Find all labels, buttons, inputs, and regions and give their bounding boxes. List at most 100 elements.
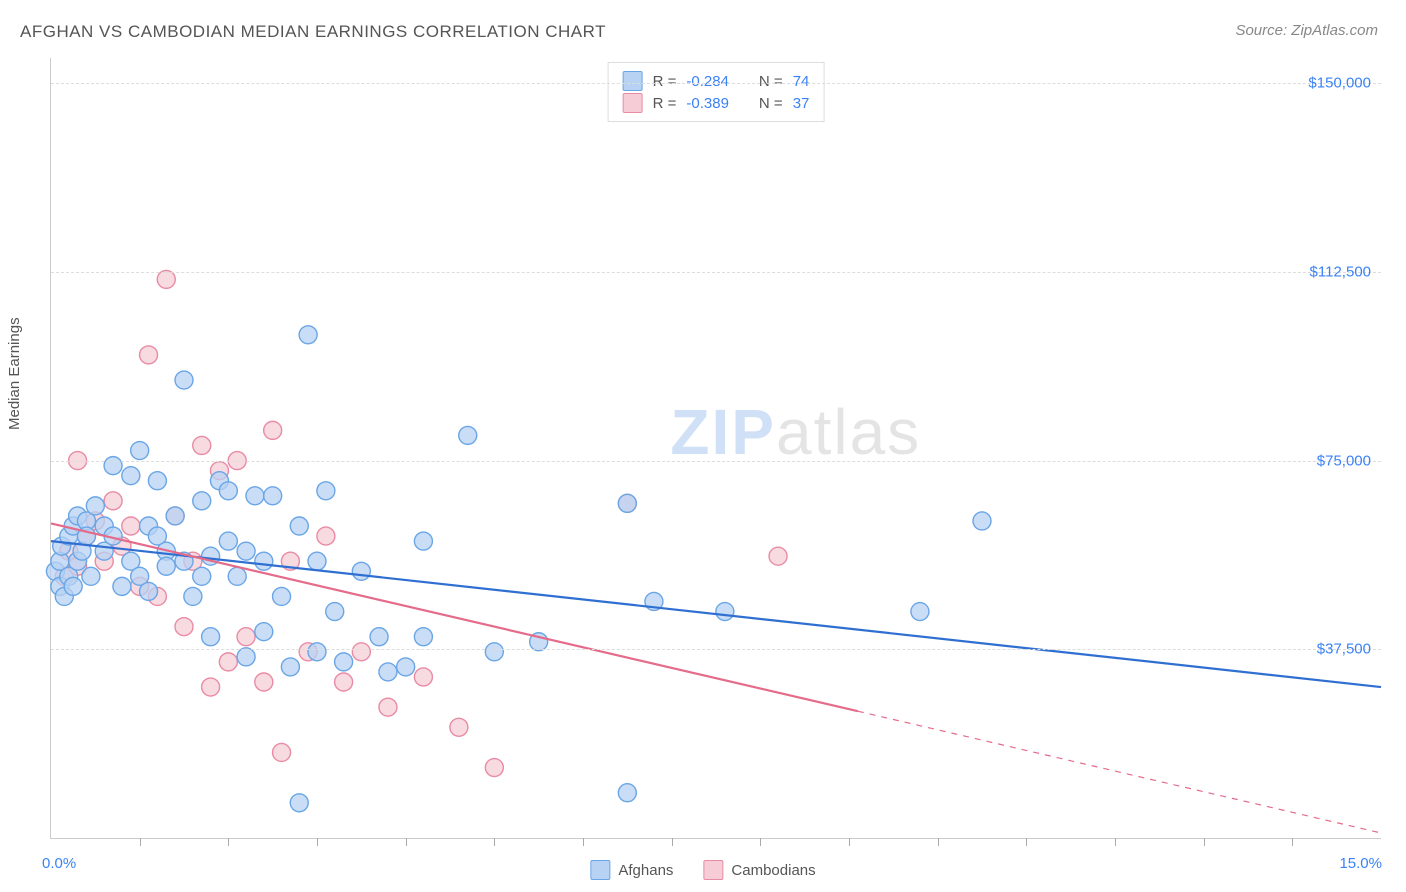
x-tick (1026, 838, 1027, 846)
data-point (308, 552, 326, 570)
data-point (157, 557, 175, 575)
data-point (326, 603, 344, 621)
swatch-cambodians-icon (703, 860, 723, 880)
data-point (166, 507, 184, 525)
legend-label-afghans: Afghans (618, 862, 673, 879)
data-point (246, 487, 264, 505)
data-point (618, 784, 636, 802)
x-tick (583, 838, 584, 846)
data-point (193, 567, 211, 585)
data-point (264, 487, 282, 505)
gridline (51, 461, 1381, 462)
data-point (113, 577, 131, 595)
gridline (51, 649, 1381, 650)
data-point (175, 371, 193, 389)
data-point (202, 628, 220, 646)
legend-label-cambodians: Cambodians (731, 862, 815, 879)
data-point (228, 567, 246, 585)
data-point (308, 643, 326, 661)
data-point (122, 467, 140, 485)
data-point (202, 678, 220, 696)
data-point (485, 643, 503, 661)
data-point (299, 326, 317, 344)
y-axis-label: Median Earnings (6, 317, 23, 430)
data-point (335, 653, 353, 671)
gridline (51, 272, 1381, 273)
x-tick (1204, 838, 1205, 846)
data-point (414, 628, 432, 646)
series-legend: Afghans Cambodians (590, 860, 815, 880)
y-tick-label: $37,500 (1317, 641, 1371, 658)
data-point (911, 603, 929, 621)
data-point (370, 628, 388, 646)
data-point (352, 643, 370, 661)
x-tick (1292, 838, 1293, 846)
data-point (237, 628, 255, 646)
data-point (352, 562, 370, 580)
data-point (414, 668, 432, 686)
data-point (450, 718, 468, 736)
legend-item-cambodians: Cambodians (703, 860, 815, 880)
data-point (459, 426, 477, 444)
data-point (335, 673, 353, 691)
data-point (397, 658, 415, 676)
data-point (140, 346, 158, 364)
data-point (82, 567, 100, 585)
data-point (219, 532, 237, 550)
data-point (104, 492, 122, 510)
y-tick-label: $75,000 (1317, 452, 1371, 469)
data-point (148, 472, 166, 490)
data-point (237, 648, 255, 666)
trend-line-dashed (858, 711, 1381, 833)
data-point (290, 794, 308, 812)
data-point (264, 421, 282, 439)
data-point (255, 623, 273, 641)
plot-svg (51, 58, 1381, 838)
x-tick (672, 838, 673, 846)
data-point (219, 653, 237, 671)
data-point (317, 482, 335, 500)
data-point (64, 577, 82, 595)
data-point (379, 698, 397, 716)
x-tick (317, 838, 318, 846)
x-tick (849, 838, 850, 846)
data-point (255, 673, 273, 691)
x-tick (760, 838, 761, 846)
gridline (51, 83, 1381, 84)
data-point (255, 552, 273, 570)
chart-title: AFGHAN VS CAMBODIAN MEDIAN EARNINGS CORR… (20, 22, 606, 42)
chart-container: AFGHAN VS CAMBODIAN MEDIAN EARNINGS CORR… (0, 0, 1406, 892)
data-point (618, 494, 636, 512)
y-tick-label: $112,500 (1310, 263, 1371, 280)
data-point (122, 517, 140, 535)
data-point (104, 457, 122, 475)
x-max-label: 15.0% (1339, 855, 1382, 872)
data-point (237, 542, 255, 560)
data-point (219, 482, 237, 500)
data-point (140, 582, 158, 600)
data-point (175, 618, 193, 636)
x-tick (228, 838, 229, 846)
data-point (973, 512, 991, 530)
source-attribution: Source: ZipAtlas.com (1235, 22, 1378, 39)
data-point (131, 442, 149, 460)
data-point (157, 270, 175, 288)
data-point (193, 492, 211, 510)
x-min-label: 0.0% (42, 855, 76, 872)
data-point (379, 663, 397, 681)
x-tick (406, 838, 407, 846)
data-point (273, 743, 291, 761)
data-point (86, 497, 104, 515)
x-tick (494, 838, 495, 846)
x-tick (140, 838, 141, 846)
data-point (290, 517, 308, 535)
plot-area: ZIPatlas R = -0.284 N = 74 R = -0.389 N … (50, 58, 1381, 839)
x-tick (1115, 838, 1116, 846)
data-point (193, 436, 211, 454)
data-point (716, 603, 734, 621)
data-point (769, 547, 787, 565)
swatch-afghans-icon (590, 860, 610, 880)
data-point (414, 532, 432, 550)
data-point (281, 658, 299, 676)
legend-item-afghans: Afghans (590, 860, 673, 880)
